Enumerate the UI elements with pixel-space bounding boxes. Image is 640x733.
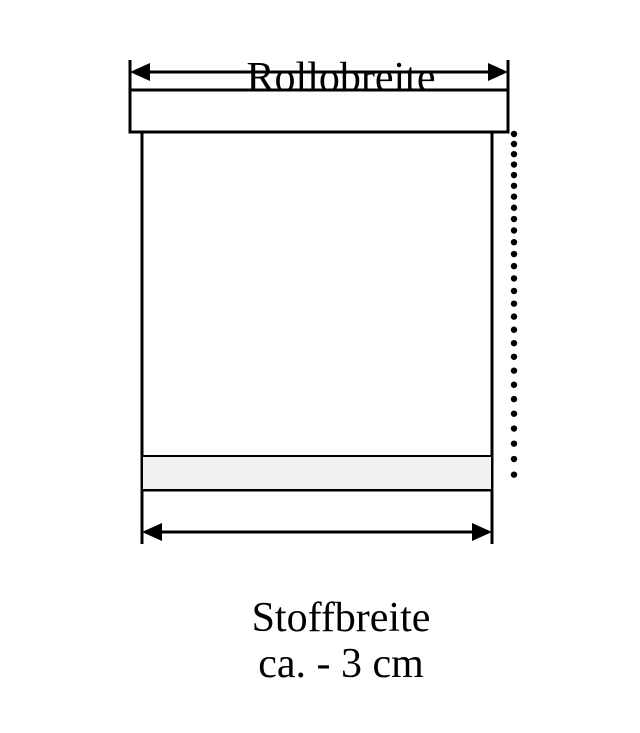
diagram-svg	[0, 0, 640, 640]
bottom-label-2-text: ca. - 3 cm	[258, 641, 424, 687]
diagram-canvas: Rollobreite Stoffbreite ca. - 3 cm	[0, 0, 640, 640]
